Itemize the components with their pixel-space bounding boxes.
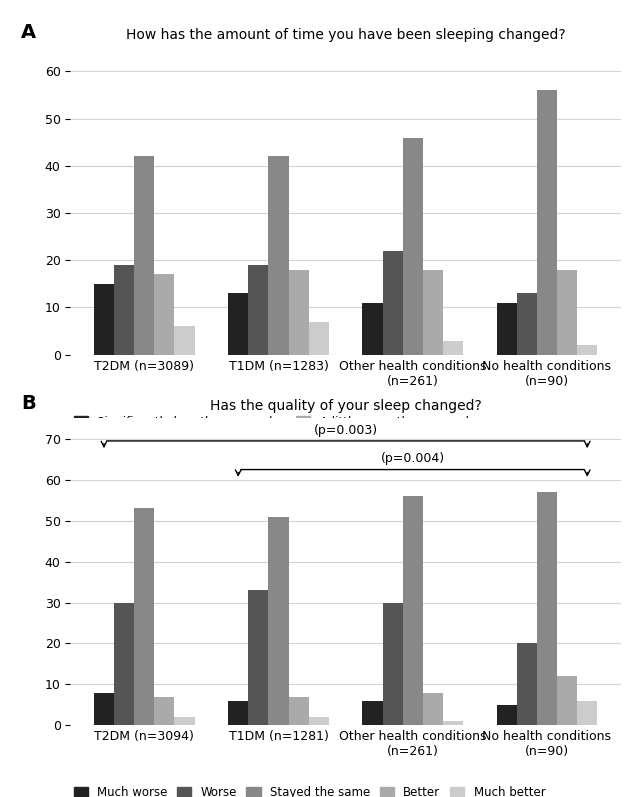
Bar [154, 274, 175, 355]
Bar [114, 603, 134, 725]
Bar [289, 269, 308, 355]
Bar [175, 326, 195, 355]
Title: Has the quality of your sleep changed?: Has the quality of your sleep changed? [210, 399, 481, 413]
Bar [423, 269, 443, 355]
Bar [134, 508, 154, 725]
Bar [577, 345, 597, 355]
Bar [383, 603, 403, 725]
Bar [308, 717, 329, 725]
Bar [248, 591, 268, 725]
Bar [443, 340, 463, 355]
Text: (p=0.004): (p=0.004) [381, 453, 445, 465]
Bar [228, 293, 248, 355]
Bar [423, 693, 443, 725]
Bar [497, 705, 516, 725]
Bar [443, 721, 463, 725]
Bar [362, 701, 383, 725]
Legend: Much worse, Worse, Stayed the same, Better, Much better: Much worse, Worse, Stayed the same, Bett… [74, 787, 545, 797]
Text: (p=0.003): (p=0.003) [314, 424, 378, 437]
Legend: Significantly less than normal, A little less than normal, Stayed the same, A li: Significantly less than normal, A little… [74, 416, 503, 466]
Bar [134, 156, 154, 355]
Bar [289, 697, 308, 725]
Bar [557, 676, 577, 725]
Bar [516, 293, 537, 355]
Title: How has the amount of time you have been sleeping changed?: How has the amount of time you have been… [126, 29, 565, 42]
Bar [248, 265, 268, 355]
Bar [537, 90, 557, 355]
Bar [268, 156, 289, 355]
Bar [577, 701, 597, 725]
Bar [557, 269, 577, 355]
Bar [94, 284, 114, 355]
Bar [383, 251, 403, 355]
Bar [154, 697, 175, 725]
Text: B: B [21, 394, 36, 413]
Bar [362, 303, 383, 355]
Bar [537, 492, 557, 725]
Bar [403, 497, 423, 725]
Bar [497, 303, 516, 355]
Bar [308, 322, 329, 355]
Bar [403, 138, 423, 355]
Bar [268, 516, 289, 725]
Text: A: A [21, 23, 36, 42]
Bar [228, 701, 248, 725]
Bar [175, 717, 195, 725]
Bar [114, 265, 134, 355]
Bar [94, 693, 114, 725]
Bar [516, 643, 537, 725]
